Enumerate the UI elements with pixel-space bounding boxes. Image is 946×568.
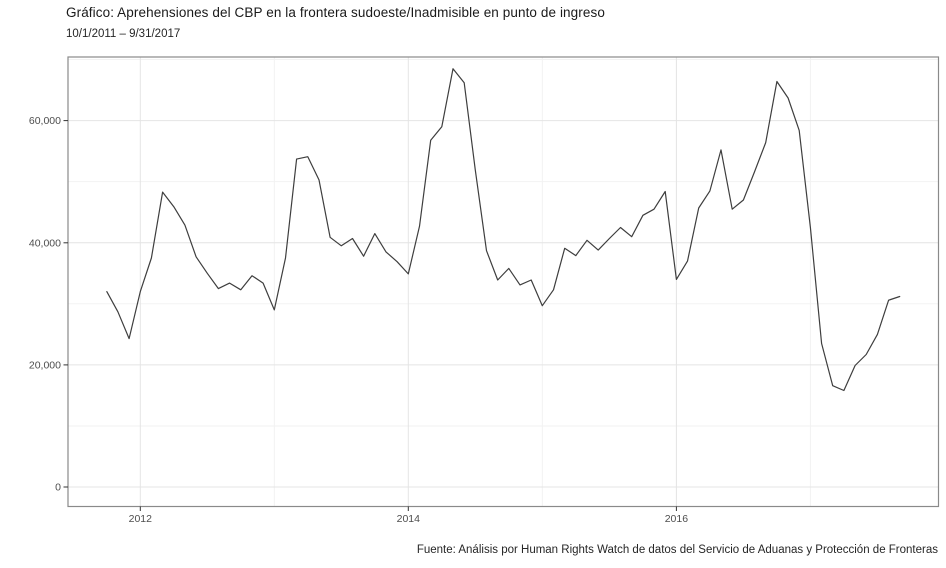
chart-subtitle: 10/1/2011 – 9/31/2017 bbox=[66, 28, 181, 40]
y-axis-tick-label: 20,000 bbox=[29, 359, 61, 371]
x-axis-tick-label: 2014 bbox=[397, 513, 421, 525]
chart-title: Gráfico: Aprehensiones del CBP en la fro… bbox=[66, 5, 605, 20]
y-axis-tick-label: 40,000 bbox=[29, 237, 61, 249]
x-axis-tick-label: 2012 bbox=[129, 513, 153, 525]
x-axis-tick-label: 2016 bbox=[665, 513, 689, 525]
data-line bbox=[106, 68, 901, 392]
y-axis-tick-label: 0 bbox=[55, 482, 61, 494]
panel-border bbox=[67, 56, 940, 508]
source-caption: Fuente: Análisis por Human Rights Watch … bbox=[416, 544, 938, 556]
y-axis-tick-label: 60,000 bbox=[29, 115, 61, 127]
